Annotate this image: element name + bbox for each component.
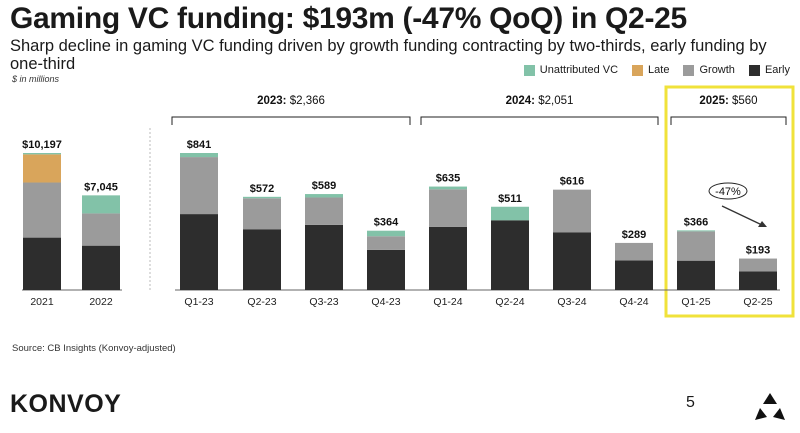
group-label-value: $2,366 [290, 95, 325, 107]
group-label-0: 2023: $2,366 [257, 95, 325, 107]
bar-unattributed-vc-q3-23 [305, 194, 343, 198]
legend-item-early: Early [748, 64, 790, 76]
funding-chart: $10,197 2021 $7,045 2022 $841 Q1-23 $572 Q2-23 $… [22, 85, 795, 318]
total-label-q3-23: $589 [312, 180, 336, 192]
x-tick-label-q2-23: Q2-23 [247, 296, 276, 308]
bar-growth-2022 [82, 213, 120, 246]
legend-item-growth: Growth [683, 64, 735, 76]
legend-label-unattributed: Unattributed VC [539, 64, 619, 76]
bar-unattributed-vc-q1-25 [677, 230, 715, 232]
bar-growth-q2-25 [739, 258, 777, 272]
bar-growth-q1-25 [677, 231, 715, 261]
bar-unattributed-vc-q2-24 [491, 206, 529, 221]
bar-late-2021 [23, 154, 61, 183]
total-label-q1-25: $366 [684, 216, 708, 228]
annotation-arrow-head [758, 221, 767, 227]
bar-early-2021 [23, 237, 61, 290]
bar-early-q4-23 [367, 249, 405, 290]
total-label-q2-23: $572 [250, 183, 274, 195]
x-tick-label-q3-23: Q3-23 [309, 296, 338, 308]
x-tick-label-2021: 2021 [30, 296, 54, 308]
bar-early-q1-25 [677, 260, 715, 290]
units-note: $ in millions [12, 74, 60, 84]
bar-growth-q1-24 [429, 189, 467, 227]
legend-swatch-unattributed [523, 64, 535, 76]
bar-early-q1-24 [429, 226, 467, 290]
konvoy-mark-icon [755, 393, 785, 420]
bar-growth-q1-23 [180, 157, 218, 215]
bar-early-q2-25 [739, 271, 777, 290]
x-tick-label-q3-24: Q3-24 [557, 296, 586, 308]
legend-swatch-early [748, 64, 760, 76]
legend-swatch-growth [683, 64, 695, 76]
legend-item-late: Late [632, 64, 669, 76]
group-bracket-2 [670, 116, 787, 125]
legend-swatch-late [632, 64, 644, 76]
bar-unattributed-vc-q1-24 [429, 186, 467, 190]
group-label-year: 2023: [257, 95, 290, 107]
group-label-year: 2025: [699, 95, 732, 107]
x-tick-label-q1-25: Q1-25 [681, 296, 710, 308]
total-label-q4-23: $364 [374, 217, 399, 229]
group-label-year: 2024: [506, 95, 539, 107]
bar-early-q3-23 [305, 224, 343, 290]
legend-item-unattributed: Unattributed VC [523, 64, 619, 76]
bar-early-q2-24 [491, 220, 529, 290]
bar-unattributed-vc-q4-23 [367, 230, 405, 237]
brand-logo: KONVOY [10, 390, 122, 418]
bar-early-q4-24 [615, 260, 653, 290]
legend-label-early: Early [764, 64, 790, 76]
source-note: Source: CB Insights (Konvoy-adjusted) [12, 343, 176, 354]
total-label-q3-24: $616 [560, 176, 584, 188]
total-label-q4-24: $289 [622, 229, 646, 241]
total-label-q1-24: $635 [436, 173, 460, 185]
total-label-q2-25: $193 [746, 245, 770, 257]
group-bracket-1 [420, 116, 659, 125]
page-subtitle: Sharp decline in gaming VC funding drive… [10, 37, 767, 73]
group-label-1: 2024: $2,051 [506, 95, 574, 107]
group-label-value: $560 [732, 95, 758, 107]
x-tick-label-q1-24: Q1-24 [433, 296, 462, 308]
bar-growth-q3-24 [553, 189, 591, 233]
x-tick-label-q2-25: Q2-25 [743, 296, 772, 308]
total-label-q2-24: $511 [498, 193, 522, 205]
x-tick-label-q4-24: Q4-24 [619, 296, 648, 308]
x-tick-label-q2-24: Q2-24 [495, 296, 524, 308]
bar-early-q1-23 [180, 214, 218, 290]
page-title: Gaming VC funding: $193m (-47% QoQ) in Q… [10, 2, 687, 35]
group-bracket-0 [171, 116, 411, 125]
chart-legend: Unattributed VC Late Growth Early [523, 64, 790, 76]
group-label-value: $2,051 [538, 95, 573, 107]
x-tick-label-q4-23: Q4-23 [371, 296, 400, 308]
bar-growth-q2-23 [243, 198, 281, 230]
bar-unattributed-vc-2022 [82, 195, 120, 214]
total-label-q1-23: $841 [187, 139, 211, 151]
annotation-arrow-line [721, 205, 763, 226]
bar-unattributed-vc-q2-23 [243, 196, 281, 199]
annotation-bubble [708, 182, 748, 200]
bar-growth-q3-23 [305, 197, 343, 225]
annotation-text: -47% [715, 186, 741, 198]
bar-unattributed-vc-q1-23 [180, 153, 218, 158]
highlight-box-2025 [664, 85, 795, 318]
page-number: 5 [686, 394, 695, 411]
total-label-2022: $7,045 [84, 181, 118, 193]
bar-early-2022 [82, 245, 120, 290]
legend-label-growth: Growth [699, 64, 735, 76]
x-tick-label-q1-23: Q1-23 [184, 296, 213, 308]
bar-early-q2-23 [243, 229, 281, 290]
legend-label-late: Late [648, 64, 670, 76]
bar-unattributed-vc-2021 [23, 153, 61, 155]
total-label-2021: $10,197 [22, 139, 62, 151]
bar-growth-2021 [23, 182, 61, 238]
bar-growth-q4-24 [615, 242, 653, 261]
bar-early-q3-24 [553, 232, 591, 290]
bar-growth-q4-23 [367, 236, 405, 250]
group-label-2: 2025: $560 [699, 95, 757, 107]
x-tick-label-2022: 2022 [89, 296, 113, 308]
